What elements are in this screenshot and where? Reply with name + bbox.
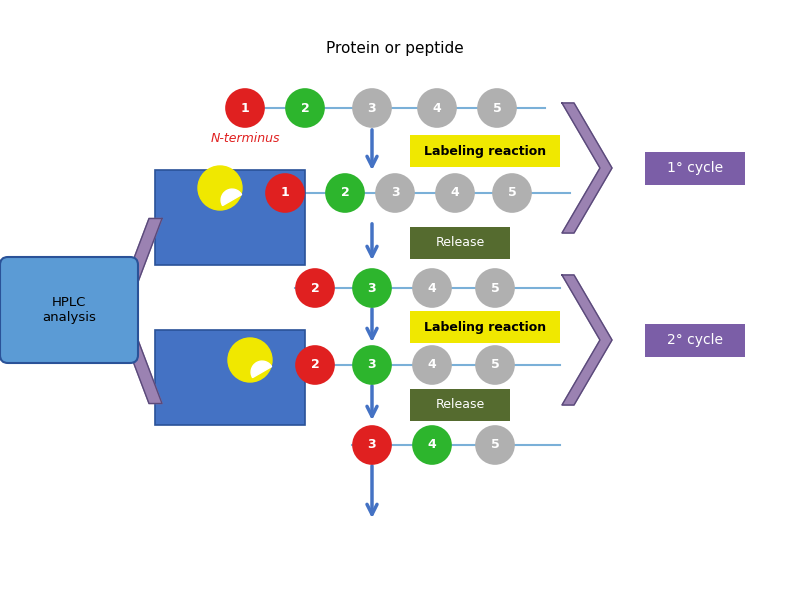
Circle shape (418, 89, 456, 127)
Text: Labeling reaction: Labeling reaction (424, 320, 546, 333)
Text: 1: 1 (281, 187, 290, 199)
Polygon shape (562, 275, 612, 405)
Text: N-terminus: N-terminus (210, 132, 280, 145)
Circle shape (296, 269, 334, 307)
Text: Labeling reaction: Labeling reaction (424, 145, 546, 158)
Circle shape (493, 174, 531, 212)
Circle shape (353, 426, 391, 464)
Text: 4: 4 (428, 282, 436, 295)
Polygon shape (562, 103, 612, 233)
Circle shape (286, 89, 324, 127)
Circle shape (413, 426, 451, 464)
Wedge shape (251, 361, 272, 378)
Text: 4: 4 (433, 101, 442, 114)
Text: 3: 3 (368, 438, 376, 451)
Text: 2: 2 (310, 282, 319, 295)
FancyBboxPatch shape (645, 324, 745, 356)
FancyBboxPatch shape (155, 330, 305, 425)
FancyBboxPatch shape (410, 389, 510, 421)
Wedge shape (221, 189, 242, 206)
Circle shape (436, 174, 474, 212)
FancyBboxPatch shape (645, 151, 745, 184)
Text: 2: 2 (341, 187, 350, 199)
Circle shape (266, 174, 304, 212)
Circle shape (376, 174, 414, 212)
Text: 3: 3 (368, 359, 376, 371)
Circle shape (353, 346, 391, 384)
Circle shape (478, 89, 516, 127)
Circle shape (326, 174, 364, 212)
Circle shape (476, 269, 514, 307)
Circle shape (413, 269, 451, 307)
Text: HPLC
analysis: HPLC analysis (42, 296, 96, 324)
Text: Release: Release (435, 237, 485, 250)
Text: 4: 4 (428, 438, 436, 451)
Text: 1° cycle: 1° cycle (667, 161, 723, 175)
Text: 5: 5 (490, 438, 499, 451)
Text: Protein or peptide: Protein or peptide (326, 40, 464, 56)
Text: 4: 4 (450, 187, 459, 199)
Text: Release: Release (435, 398, 485, 412)
Text: 2° cycle: 2° cycle (667, 333, 723, 347)
FancyBboxPatch shape (0, 257, 138, 363)
Text: 2: 2 (301, 101, 310, 114)
Circle shape (413, 346, 451, 384)
FancyBboxPatch shape (410, 227, 510, 259)
Text: 3: 3 (368, 282, 376, 295)
Circle shape (476, 346, 514, 384)
Circle shape (476, 426, 514, 464)
Text: 3: 3 (390, 187, 399, 199)
Text: 5: 5 (490, 282, 499, 295)
FancyBboxPatch shape (410, 135, 560, 167)
Circle shape (353, 269, 391, 307)
Text: 5: 5 (493, 101, 502, 114)
FancyBboxPatch shape (410, 311, 560, 343)
Circle shape (226, 89, 264, 127)
Text: 4: 4 (428, 359, 436, 371)
Text: 5: 5 (508, 187, 516, 199)
Text: 5: 5 (490, 359, 499, 371)
Polygon shape (114, 218, 162, 403)
FancyBboxPatch shape (155, 170, 305, 265)
Circle shape (296, 346, 334, 384)
Text: 1: 1 (241, 101, 250, 114)
Text: 3: 3 (368, 101, 376, 114)
Circle shape (198, 166, 242, 210)
Circle shape (228, 338, 272, 382)
Text: 2: 2 (310, 359, 319, 371)
Circle shape (353, 89, 391, 127)
